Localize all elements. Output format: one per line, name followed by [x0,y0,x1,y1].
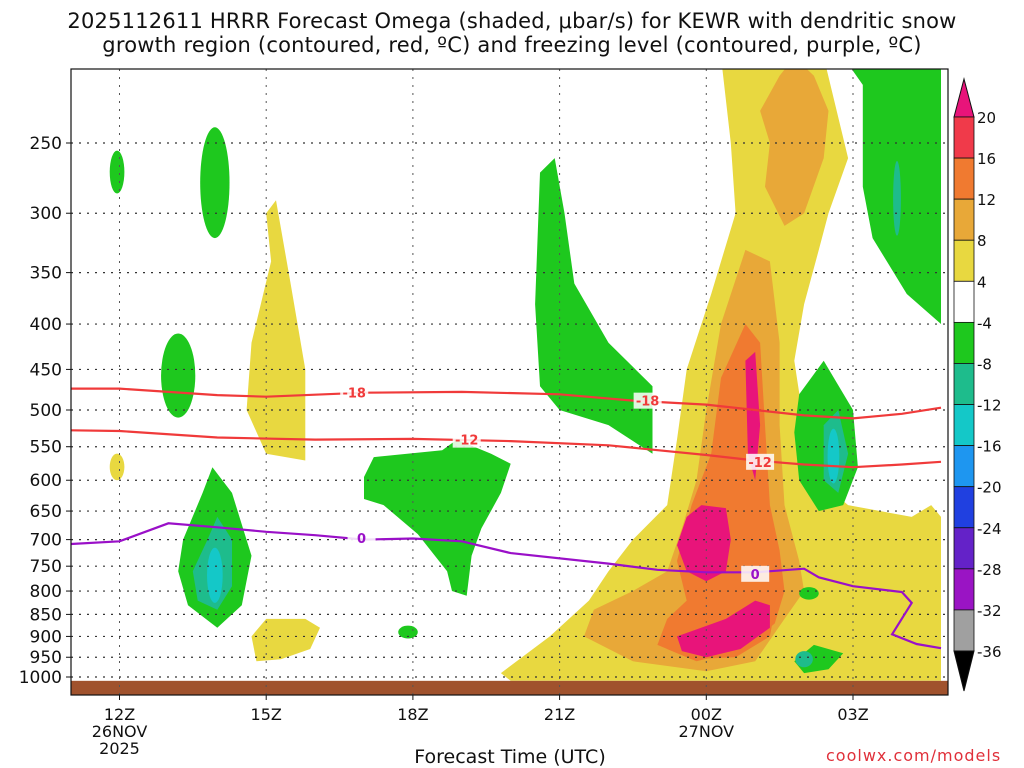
y-tick-label-350: 350 [30,264,62,284]
colorbar-label-minus4: -4 [977,314,992,332]
contour-label-0-1: 0 [751,568,760,583]
shade-magenta-streak [745,351,761,481]
y-tick-label-600: 600 [30,471,62,491]
y-tick-label-950: 950 [30,648,62,668]
colorbar-label-minus24: -24 [977,520,1002,538]
axes: 2503003504004505005506006507007508008509… [19,68,949,758]
x-tick-label-18Z: 18Z [397,705,428,724]
colorbar-top-arrow [953,77,975,118]
colorbar-bin-12 [953,609,975,652]
chart-title-line-1: 2025112611 HRRR Forecast Omega (shaded, … [67,9,957,33]
shade-green-21z-column [535,158,653,454]
colorbar-label-minus16: -16 [977,438,1002,456]
colorbar-bin-2 [953,198,975,241]
x-tick-label-12Z: 12Z [104,705,135,724]
shade-cyan-blob-14z [207,547,223,603]
colorbar-bin-3 [953,239,975,282]
y-tick-label-1000: 1000 [19,668,62,688]
contour-label-0-0: 0 [357,532,366,547]
colorbar-bottom-arrow [953,650,975,692]
y-tick-label-250: 250 [30,134,62,154]
colorbar-label-12: 12 [977,191,996,209]
shade-green-blob-02z-mid [799,587,819,600]
colorbar-label-minus12: -12 [977,397,1002,415]
shade-teal-blob-02z-low [795,651,813,668]
x-tick-date-12Z: 26NOV [92,722,148,741]
y-tick-label-850: 850 [30,605,62,625]
source-credit[interactable]: coolwx.com/models [826,746,1002,765]
omega-colorbar: 20 16 12 8 4 -4 -8 -12 -16 -20 -24 -28 -32 -36 [953,77,1002,692]
shade-yellow-blob-12z [109,453,125,481]
y-tick-label-650: 650 [30,502,62,522]
terrain-surface [71,680,948,695]
colorbar-bin-0 [953,116,975,159]
contour-label-minus18-1: -18 [636,395,660,410]
colorbar-label-minus28: -28 [977,561,1002,579]
shade-cyan-blob-02z [827,428,840,484]
y-tick-label-450: 450 [30,360,62,380]
colorbar-label-20: 20 [977,109,996,127]
y-tick-label-900: 900 [30,627,62,647]
x-axis-label: Forecast Time (UTC) [414,746,606,768]
contour-label-minus12-0: -12 [455,434,479,449]
colorbar-bin-7 [953,404,975,447]
y-tick-label-300: 300 [30,204,62,224]
y-tick-label-500: 500 [30,401,62,421]
contour-label-bg [741,565,770,582]
omega-shading-layer [71,69,948,695]
colorbar-bin-1 [953,157,975,200]
x-tick-date-00Z: 27NOV [679,722,735,741]
y-tick-label-550: 550 [30,438,62,458]
y-tick-label-700: 700 [30,531,62,551]
shade-green-blob-13z [161,333,196,418]
colorbar-label-minus20: -20 [977,479,1002,497]
shade-yellow-blob-03z-low [877,657,941,676]
grid-lines [71,69,948,695]
shade-magenta-upper-core [677,505,731,582]
contour-label-minus12-1: -12 [748,456,772,471]
contour-label-bg [452,431,481,448]
shade-green-blob-18z-low [398,625,418,639]
contour-label-minus18-0: -18 [342,387,366,402]
contour-label-bg [633,392,662,409]
colorbar-bin-9 [953,486,975,529]
colorbar-label-minus8: -8 [977,355,992,373]
shade-green-blob-12z [109,150,125,194]
x-tick-label-00Z: 00Z [691,705,722,724]
contour-label-bg [746,453,775,470]
shade-green-18z-cluster [364,439,511,596]
y-tick-label-800: 800 [30,582,62,602]
colorbar-bin-5 [953,321,975,364]
colorbar-label-minus36: -36 [977,643,1002,661]
contour-line-minus12 [71,429,942,469]
contour-line-minus18 [71,387,942,420]
y-tick-label-400: 400 [30,315,62,335]
shade-magenta-lower-core [677,600,770,658]
x-tick-label-03Z: 03Z [837,705,868,724]
shade-orange-top-plume [760,69,829,226]
colorbar-bin-6 [953,363,975,405]
x-tick-label-21Z: 21Z [544,705,575,724]
x-tick-label-15Z: 15Z [251,705,282,724]
colorbar-label-8: 8 [977,232,987,250]
colorbar-label-4: 4 [977,273,987,291]
colorbar-bin-10 [953,527,975,570]
shade-teal-blob-03z [893,161,901,236]
y-tick-label-750: 750 [30,557,62,577]
colorbar-label-minus32: -32 [977,602,1002,620]
chart-title-line-2: growth region (contoured, red, ºC) and f… [102,33,922,57]
shade-yellow-blob-15z-low [251,618,320,662]
temperature-contours: -18 -18 -12 -12 0 0 [71,384,942,650]
plot-frame [70,68,949,696]
contour-line-0 [71,522,942,650]
x-tick-year-12Z: 2025 [99,739,140,758]
colorbar-bin-4 [953,280,975,323]
colorbar-label-16: 16 [977,150,996,168]
contour-label-bg [340,384,369,401]
shade-green-blob-14z-upper [200,127,230,239]
contour-label-bg [347,529,376,546]
colorbar-bin-8 [953,445,975,488]
colorbar-bin-11 [953,568,975,611]
